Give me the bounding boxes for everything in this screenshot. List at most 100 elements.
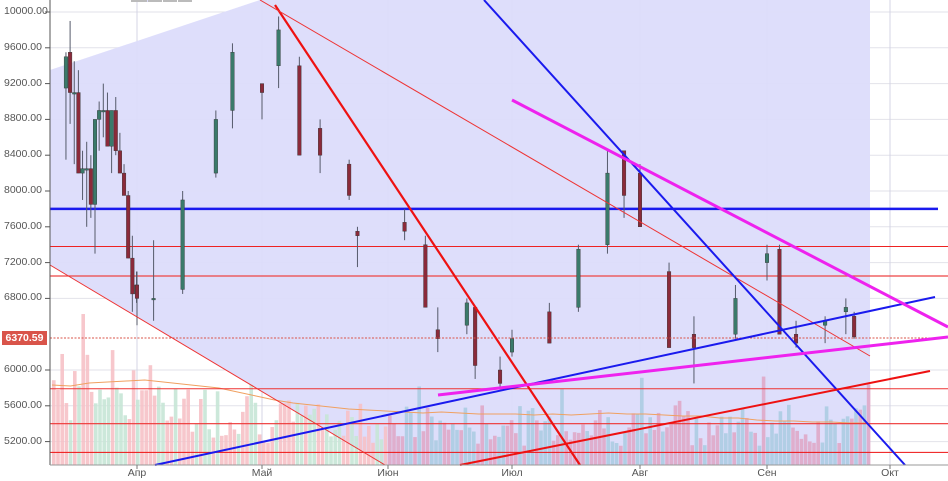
candle-down [777, 248, 782, 335]
volume-bar [287, 400, 291, 465]
volume-bar [749, 431, 753, 465]
volume-bar [417, 386, 421, 465]
current-price-badge: 6370.59 [2, 331, 47, 345]
trend-line-red-steep[interactable] [274, 4, 581, 466]
volume-bar [694, 418, 699, 465]
candle-up [576, 248, 581, 308]
volume-bar [320, 427, 325, 465]
candle-up [101, 110, 106, 113]
trend-line-red-channel-upper[interactable] [259, 0, 871, 357]
volume-bar [362, 436, 367, 465]
x-axis-ticks [136, 465, 891, 469]
y-tick-label: 9600.00 [4, 40, 42, 53]
volume-bar [89, 391, 94, 465]
volume-bar [736, 421, 741, 465]
volume-bar [203, 389, 207, 465]
volume-bar [442, 422, 447, 465]
volume-bar [110, 350, 115, 465]
volume-bar [539, 430, 543, 465]
volume-bar [161, 402, 165, 465]
volume-bar [619, 445, 623, 465]
candle-down [122, 172, 127, 196]
volume-bar [115, 387, 119, 465]
volume-bar [413, 437, 417, 465]
y-tick-label: 6000.00 [4, 363, 42, 375]
volume-bar [770, 422, 774, 465]
volume-bar [140, 390, 144, 465]
x-tick-label: Сен [757, 467, 777, 479]
candle-down [435, 329, 440, 339]
candle-down [126, 195, 131, 259]
volume-bar [119, 393, 123, 465]
volume-bar [551, 440, 556, 465]
volume-bar [841, 418, 846, 465]
y-axis-ticks [45, 11, 50, 443]
volume-bar [816, 421, 820, 465]
volume-bar [459, 430, 463, 465]
volume-bar [845, 416, 850, 465]
volume-bar [682, 415, 686, 465]
volume-bar [719, 416, 724, 465]
trend-line-blue-support[interactable] [154, 296, 936, 466]
candle-down [794, 334, 799, 344]
volume-bar [577, 432, 581, 465]
candle-down [105, 110, 110, 147]
candle-down [691, 334, 696, 348]
x-tick-label: Апр [127, 467, 147, 479]
candle-down [88, 168, 93, 205]
volume-bar [635, 414, 640, 465]
y-tick-label: 5200.00 [4, 434, 42, 447]
volume-bar [677, 400, 682, 465]
volume-bar [530, 408, 535, 465]
volume-bar [795, 430, 799, 465]
volume-bar [753, 432, 757, 465]
trend-line-magenta-resistance[interactable] [511, 98, 948, 329]
volume-bar [610, 441, 615, 465]
volume-bar [505, 425, 510, 465]
candle-up [84, 168, 89, 171]
trend-line-red-channel-lower[interactable] [49, 264, 386, 466]
candle-down [355, 231, 360, 236]
volume-bar [560, 388, 564, 465]
x-tick-label: Окт [881, 467, 899, 479]
trend-line-blue-steep[interactable] [483, 0, 906, 466]
volume-bar [371, 442, 375, 465]
volume-bar [131, 370, 136, 465]
top-marker [131, 0, 192, 2]
volume-bar [850, 418, 854, 465]
volume-bar [690, 445, 694, 465]
volume-bar [136, 399, 140, 465]
volume-bar [543, 421, 547, 465]
trend-line-magenta-support[interactable] [437, 335, 948, 397]
candle-up [97, 110, 102, 120]
x-tick-label: Июн [377, 467, 399, 479]
volume-bar [778, 411, 783, 465]
volume-bar [304, 405, 308, 465]
volume-bar [728, 416, 732, 465]
volume-bar [148, 365, 153, 465]
volume-bar [169, 416, 174, 465]
volume-bar [182, 398, 186, 465]
volume-bar [438, 420, 442, 465]
candle-up [213, 119, 218, 174]
volume-bar [484, 423, 489, 465]
volume-bar [425, 407, 430, 465]
candle-down [498, 369, 503, 384]
volume-bar [73, 371, 77, 465]
candle-down [547, 311, 552, 344]
y-tick-label: 10000.00 [4, 5, 48, 17]
trend-line-red-rising[interactable] [459, 370, 931, 466]
volume-bar [703, 445, 707, 465]
volume-bar [547, 416, 552, 465]
candle-up [80, 168, 85, 174]
volume-bar [493, 435, 497, 465]
candle-up [510, 338, 515, 353]
volume-bar [858, 409, 862, 465]
volume-bar [165, 420, 169, 465]
volume-bar [472, 431, 476, 465]
volume-bar [421, 431, 426, 465]
trend-lines [49, 0, 948, 466]
volume-bar [665, 427, 669, 465]
volume-bar [673, 405, 678, 465]
